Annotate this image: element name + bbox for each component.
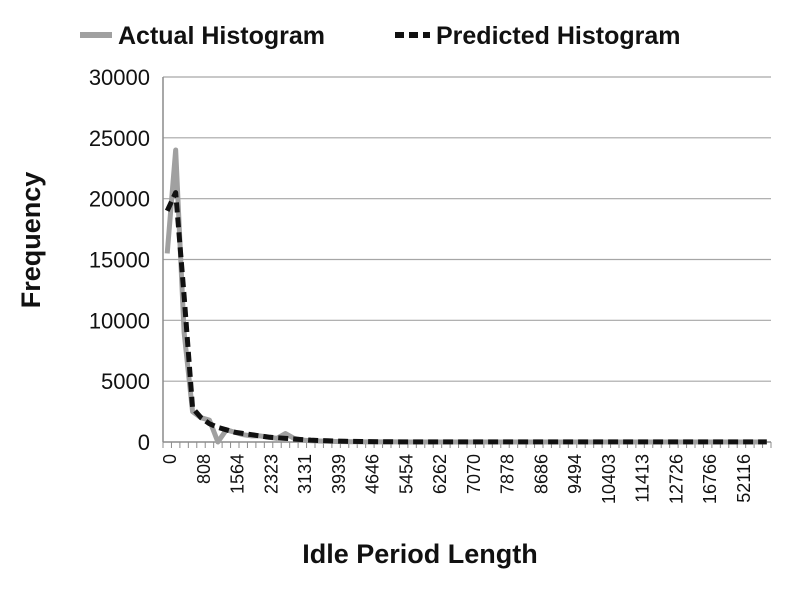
predicted-histogram-line: [164, 190, 767, 445]
x-tick-label: 8686: [531, 454, 551, 494]
legend-label-actual: Actual Histogram: [118, 22, 325, 50]
y-tick-labels: 0 5000 10000 15000 20000 25000 30000: [89, 65, 150, 455]
y-tick-label: 0: [138, 430, 150, 455]
y-tick-label: 10000: [89, 308, 150, 333]
x-tick-label: 16766: [700, 454, 720, 504]
x-tick-label: 2323: [261, 454, 281, 494]
x-tick-label: 9494: [565, 454, 585, 494]
gridlines: [163, 76, 771, 382]
x-tick-label: 6262: [430, 454, 450, 494]
x-tick-label: 1564: [228, 454, 248, 494]
x-tick-label: 7070: [464, 454, 484, 494]
x-tick-label: 52116: [734, 454, 754, 503]
y-tick-label: 15000: [89, 248, 150, 273]
y-tick-label: 5000: [101, 369, 150, 394]
x-tick-label: 3939: [329, 454, 349, 494]
x-tick-label: 10403: [599, 454, 619, 504]
x-axis: 0 808 1564 2323 3131 3939 4646 5454 6262 7070 7878…: [160, 77, 772, 504]
x-tick-label: 808: [194, 454, 214, 484]
x-tick-label: 11413: [633, 454, 653, 503]
x-tick-label: 5454: [396, 454, 416, 494]
x-tick-label: 3131: [295, 454, 315, 494]
y-tick-label: 20000: [89, 187, 150, 212]
actual-histogram-line: [164, 147, 767, 445]
y-axis-title: Frequency: [16, 172, 46, 309]
x-axis-title: Idle Period Length: [302, 539, 538, 569]
y-tick-label: 25000: [89, 126, 150, 151]
legend: Actual Histogram Predicted Histogram: [80, 22, 681, 50]
series-lines: [164, 147, 767, 445]
x-tick-label: 12726: [666, 454, 686, 504]
y-tick-label: 30000: [89, 65, 150, 90]
x-tick-label: 4646: [363, 454, 383, 494]
x-tick-label: 7878: [498, 454, 518, 494]
legend-label-predicted: Predicted Histogram: [436, 22, 681, 50]
x-tick-label: 0: [160, 454, 180, 464]
